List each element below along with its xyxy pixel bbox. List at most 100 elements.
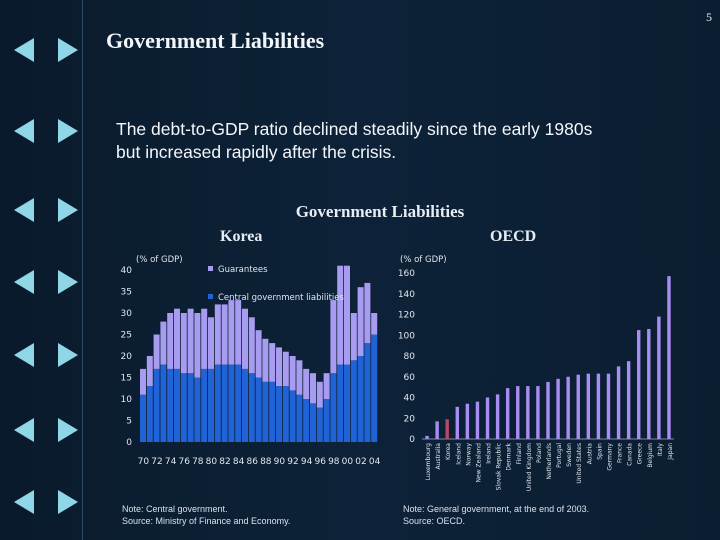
bar-norway [465, 403, 470, 439]
left-arrow-icon [14, 418, 34, 442]
bar-guarantees [248, 317, 255, 374]
bar-central [140, 394, 146, 442]
korea-chart: 0 5 10 15 20 25 30 35 40(% of GDP) 70 72 74 76 78 80 82… [121, 255, 381, 467]
bar-japan [667, 276, 671, 439]
left-arrow-icon [14, 270, 34, 294]
bar-central [282, 386, 289, 442]
bar-guarantees [174, 308, 180, 369]
x-tick-label: 96 [314, 457, 326, 467]
y-axis-label: (% of GDP) [136, 255, 183, 265]
korea-source-text: Source: Ministry of Finance and Economy. [122, 516, 291, 526]
x-tick-label: 02 [355, 457, 366, 467]
bar-guarantees [180, 313, 187, 374]
bar-poland [536, 386, 540, 439]
bar-guarantees [282, 351, 289, 387]
x-tick-label: Sweden [566, 443, 573, 467]
legend-label-guarantees: Guarantees [218, 265, 268, 275]
left-arrow-icon [14, 119, 34, 143]
bar-guarantees [364, 282, 371, 344]
left-arrow-icon [14, 198, 34, 222]
x-tick-label: Belgium [647, 443, 654, 468]
bar-guarantees [289, 356, 296, 391]
x-tick-label: 00 [342, 457, 354, 467]
y-tick-label: 15 [121, 374, 132, 384]
x-tick-label: Luxembourg [425, 443, 432, 481]
arrow-decoration [14, 38, 78, 514]
bar-sweden [566, 376, 570, 439]
bar-guarantees [140, 368, 146, 395]
bar-central [296, 394, 303, 442]
bar-germany [606, 373, 611, 439]
bar-guarantees [255, 330, 262, 378]
bar-guarantees [221, 304, 228, 365]
bar-central [337, 364, 344, 442]
y-tick-label: 20 [121, 352, 133, 362]
x-tick-label: Germany [606, 443, 613, 471]
bar-united-states [576, 374, 580, 439]
y-tick-label: 10 [121, 395, 133, 405]
bar-portugal [556, 378, 560, 439]
bar-central [303, 399, 310, 442]
x-tick-label: 76 [178, 457, 190, 467]
chart-title: Government Liabilities [295, 202, 465, 221]
bar-central [323, 399, 330, 442]
x-tick-label: 90 [274, 457, 286, 467]
bar-guarantees [146, 356, 153, 387]
x-tick-label: 04 [369, 457, 381, 467]
oecd-chart: 0 20 40 60 80 100 120 140 160 (% of GDP) Luxembour… [398, 255, 674, 491]
bar-central [153, 368, 160, 442]
bar-guarantees [194, 313, 201, 378]
bar-guarantees [167, 313, 174, 369]
bar-denmark [505, 388, 510, 439]
bar-united-kingdom [526, 386, 530, 439]
bar-korea [445, 419, 449, 439]
x-tick-label: 94 [301, 457, 313, 467]
y-tick-label: 0 [126, 438, 132, 448]
bar-central [201, 368, 208, 442]
x-tick-label: Korea [445, 443, 452, 460]
bar-belgium [647, 329, 651, 439]
divider-line [82, 0, 83, 540]
y-tick-label: 120 [398, 311, 415, 321]
right-arrow-icon [58, 270, 78, 294]
bar-central [344, 364, 350, 442]
x-tick-label: 88 [260, 457, 272, 467]
x-tick-label: Greece [637, 443, 644, 465]
y-tick-label: 25 [121, 331, 132, 341]
bar-guarantees [316, 381, 323, 408]
bar-central [214, 364, 221, 442]
x-tick-label: Italy [657, 443, 664, 456]
bar-central [242, 368, 248, 442]
x-tick-label: New Zealand [475, 443, 482, 483]
x-tick-label: Ireland [486, 443, 493, 464]
x-tick-label: Spain [596, 443, 603, 460]
bar-luxembourg [425, 435, 429, 439]
oecd-subtitle: OECD [490, 228, 537, 245]
bar-guarantees [201, 308, 208, 369]
bar-slovak-republic [495, 394, 500, 439]
bar-italy [657, 316, 661, 439]
bar-guarantees [371, 313, 378, 335]
y-tick-label: 40 [121, 266, 133, 276]
x-tick-label: France [617, 443, 624, 463]
bar-france [616, 366, 621, 439]
bar-guarantees [337, 265, 344, 365]
legend-swatch-guarantees [208, 266, 213, 271]
bar-guarantees [269, 343, 276, 382]
bar-guarantees [208, 317, 214, 369]
bar-guarantees [228, 300, 235, 365]
body-line-1: The debt-to-GDP ratio declined steadily … [116, 119, 593, 139]
bar-greece [637, 330, 641, 439]
left-arrow-icon [14, 343, 34, 367]
x-tick-label: Australia [435, 443, 442, 470]
bar-central [167, 368, 174, 442]
x-tick-label: Netherlands [546, 443, 553, 480]
bar-guarantees [160, 321, 167, 365]
bar-central [364, 343, 371, 442]
x-tick-label: Portugal [556, 443, 563, 468]
y-tick-label: 140 [398, 290, 415, 300]
left-arrow-icon [14, 490, 34, 514]
bar-guarantees [276, 347, 282, 387]
page-number: 5 [706, 10, 712, 24]
